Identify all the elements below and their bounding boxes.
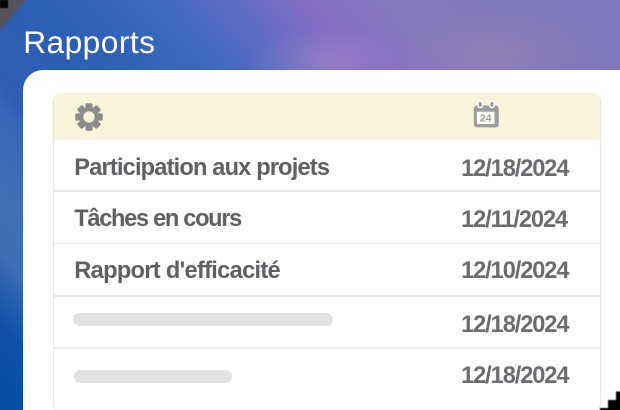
svg-text:24: 24 (480, 113, 492, 125)
